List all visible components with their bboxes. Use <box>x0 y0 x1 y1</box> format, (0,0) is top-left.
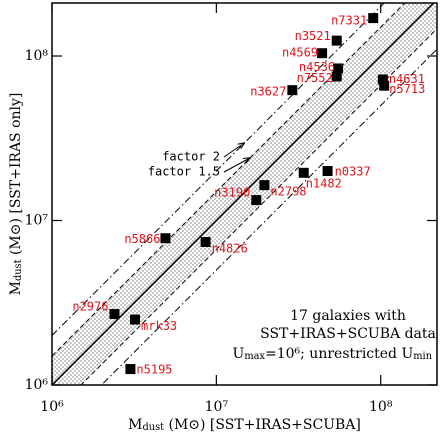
point-label: n5866 <box>124 232 160 246</box>
data-point <box>331 35 342 46</box>
data-point <box>125 364 136 375</box>
point-label: n7552 <box>297 71 333 85</box>
note-line: 17 galaxies with <box>290 308 406 324</box>
point-label: n3627 <box>250 85 286 99</box>
y-tick-label: 10⁸ <box>25 48 49 64</box>
note-line-part: U <box>233 346 245 362</box>
x-tick-label: 10⁶ <box>40 399 64 415</box>
point-label: n4536 <box>299 60 335 74</box>
data-point <box>377 74 388 85</box>
note-line-part: min <box>413 351 432 362</box>
point-label: n2976 <box>72 300 108 314</box>
point-label: n5195 <box>136 363 172 377</box>
point-label: n7331 <box>331 14 367 28</box>
y-tick-label: 10⁷ <box>25 213 49 229</box>
ratio-line <box>52 3 435 385</box>
y-axis-label-part: dust <box>13 259 24 281</box>
data-point <box>160 233 171 244</box>
point-label: n3521 <box>295 29 331 43</box>
data-point <box>200 237 211 248</box>
annotation-arrow <box>223 143 244 158</box>
y-axis-label-part: M <box>8 281 24 295</box>
y-axis-label: Mdust (M⊙) [SST+IRAS only] <box>8 93 24 296</box>
annotation: factor 2 <box>162 150 220 164</box>
y-axis-label-part: (M⊙) [SST+IRAS only] <box>8 93 24 260</box>
x-tick-label: 10⁸ <box>369 399 393 415</box>
data-point <box>109 309 120 320</box>
annotation: factor 1.5 <box>148 165 220 179</box>
point-label: n3190 <box>214 186 250 200</box>
data-point <box>333 63 344 74</box>
note-line: SST+IRAS+SCUBA data <box>260 326 436 342</box>
point-label: n1482 <box>306 176 342 190</box>
x-axis-label-part: M <box>128 417 142 433</box>
x-axis-label: Mdust (M⊙) [SST+IRAS+SCUBA] <box>128 417 361 433</box>
point-label: n4826 <box>212 242 248 256</box>
point-label: n5713 <box>389 82 425 96</box>
frame <box>51 2 438 386</box>
data-point <box>379 80 390 91</box>
point-label: mrk33 <box>141 319 177 333</box>
x-tick-label: 10⁷ <box>205 399 229 415</box>
data-point <box>251 195 262 206</box>
ratio-line <box>100 48 437 385</box>
data-point <box>317 48 328 59</box>
point-label: n2798 <box>270 185 306 199</box>
annotation-arrow <box>223 158 250 173</box>
point-label: n4569 <box>282 46 318 60</box>
point-label: n0337 <box>335 164 371 178</box>
note-line-part: =10⁶; unrestricted U <box>265 346 413 362</box>
data-point <box>259 180 270 191</box>
data-point <box>298 167 309 178</box>
note-line-part: max <box>244 351 265 362</box>
note-line: Umax=10⁶; unrestricted Umin <box>233 346 433 362</box>
data-point <box>368 13 379 24</box>
y-tick-label: 10⁶ <box>25 377 49 393</box>
data-point <box>130 314 141 325</box>
plot-area <box>52 3 437 385</box>
point-label: n4631 <box>389 72 425 86</box>
x-axis-label-part: (M⊙) [SST+IRAS+SCUBA] <box>164 417 361 433</box>
data-point <box>331 71 342 82</box>
x-axis-label-part: dust <box>142 422 164 433</box>
data-point <box>287 85 298 96</box>
data-point <box>322 165 333 176</box>
ratio-line <box>80 28 437 385</box>
